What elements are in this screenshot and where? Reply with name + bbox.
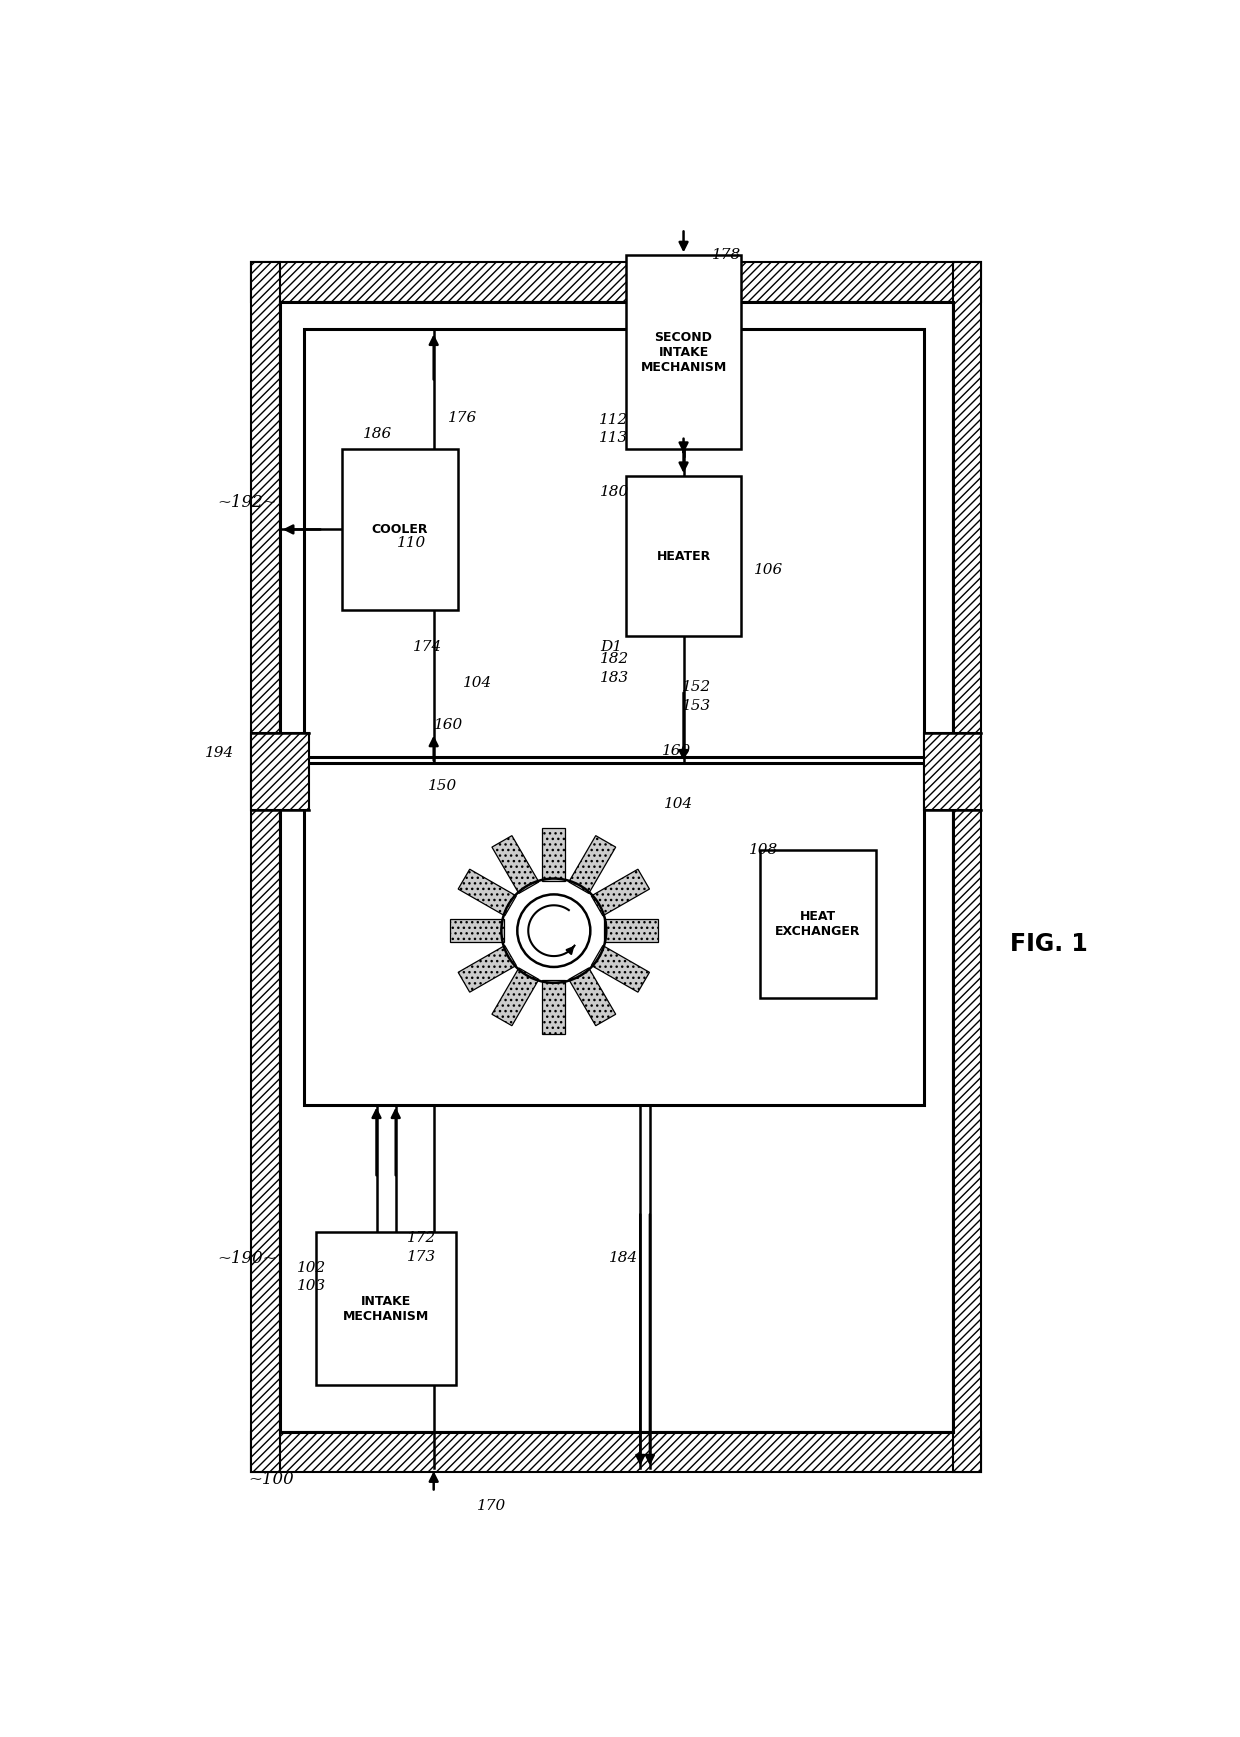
Polygon shape xyxy=(542,827,565,881)
Polygon shape xyxy=(591,945,650,992)
Bar xyxy=(316,1232,456,1386)
Text: 170: 170 xyxy=(477,1499,506,1513)
Polygon shape xyxy=(492,968,539,1027)
Text: 150: 150 xyxy=(428,780,458,794)
Bar xyxy=(250,1433,982,1473)
Polygon shape xyxy=(492,835,539,893)
Text: 160: 160 xyxy=(662,745,692,759)
Text: 103: 103 xyxy=(298,1280,326,1294)
Text: 152: 152 xyxy=(682,681,711,695)
Text: ~190~: ~190~ xyxy=(217,1251,277,1266)
Text: 180: 180 xyxy=(600,485,629,499)
Text: 108: 108 xyxy=(749,844,779,858)
Text: 172: 172 xyxy=(407,1232,436,1245)
Text: 112: 112 xyxy=(599,413,629,427)
Text: ~192~: ~192~ xyxy=(217,495,277,511)
Text: 174: 174 xyxy=(413,641,441,655)
Bar xyxy=(280,302,952,1433)
Text: 102: 102 xyxy=(298,1261,326,1275)
Text: 153: 153 xyxy=(682,698,711,712)
Text: 183: 183 xyxy=(600,670,629,684)
Bar xyxy=(924,733,982,809)
Text: INTAKE
MECHANISM: INTAKE MECHANISM xyxy=(343,1294,429,1322)
Bar xyxy=(760,851,875,997)
Polygon shape xyxy=(569,835,616,893)
Bar xyxy=(952,262,982,1473)
Bar xyxy=(626,476,742,636)
Text: 178: 178 xyxy=(712,248,742,262)
Bar xyxy=(342,450,458,610)
Bar xyxy=(250,262,982,302)
Text: HEATER: HEATER xyxy=(656,549,711,563)
Polygon shape xyxy=(450,919,503,941)
Text: COOLER: COOLER xyxy=(372,523,428,537)
Text: 184: 184 xyxy=(609,1251,637,1265)
Ellipse shape xyxy=(517,895,590,968)
Bar xyxy=(304,764,924,1105)
Text: FIG. 1: FIG. 1 xyxy=(1009,933,1087,955)
Text: 113: 113 xyxy=(599,431,629,445)
Text: 173: 173 xyxy=(407,1251,436,1265)
Text: 106: 106 xyxy=(754,563,782,577)
Text: SECOND
INTAKE
MECHANISM: SECOND INTAKE MECHANISM xyxy=(640,330,727,373)
Text: 194: 194 xyxy=(205,745,234,759)
Bar xyxy=(250,262,280,1473)
Text: 176: 176 xyxy=(448,412,477,426)
Polygon shape xyxy=(458,868,516,915)
Text: 104: 104 xyxy=(665,797,693,811)
Polygon shape xyxy=(569,968,616,1027)
Text: 160: 160 xyxy=(434,717,463,731)
Text: 104: 104 xyxy=(463,676,492,690)
Text: D1: D1 xyxy=(600,641,622,655)
Text: 182: 182 xyxy=(600,651,629,667)
Text: 110: 110 xyxy=(397,535,427,551)
Polygon shape xyxy=(458,945,516,992)
Polygon shape xyxy=(591,868,650,915)
Bar xyxy=(250,733,309,809)
Text: ~100: ~100 xyxy=(248,1471,294,1487)
Bar xyxy=(626,255,742,450)
Bar xyxy=(304,328,924,757)
Polygon shape xyxy=(604,919,657,941)
Polygon shape xyxy=(542,980,565,1034)
Text: HEAT
EXCHANGER: HEAT EXCHANGER xyxy=(775,910,861,938)
Text: 186: 186 xyxy=(362,427,392,441)
